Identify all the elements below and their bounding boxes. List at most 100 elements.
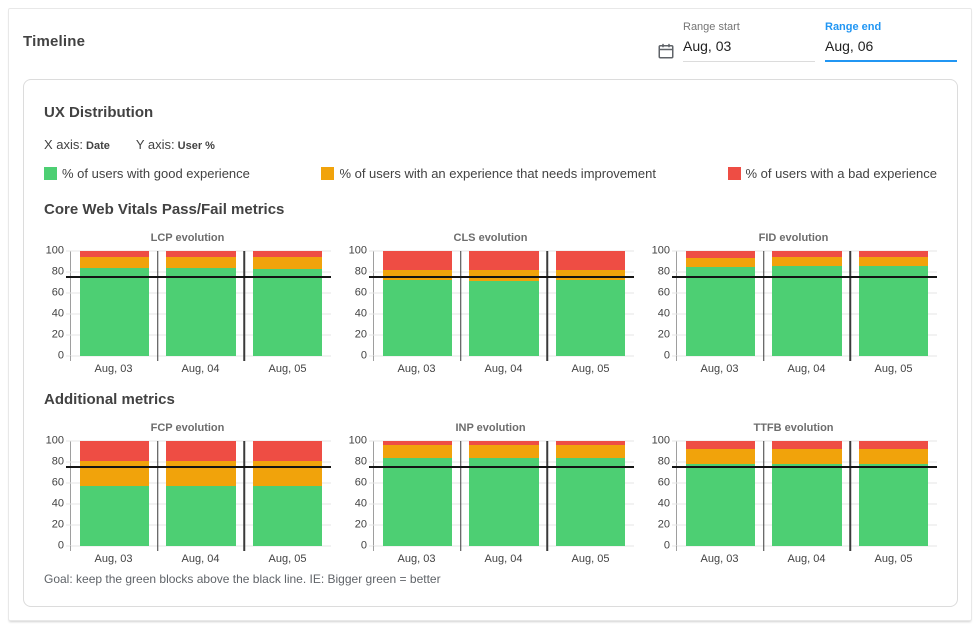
axis-info: X axis: Date Y axis: User %: [44, 137, 937, 152]
y-tick-label: 0: [57, 539, 64, 552]
x-axis-labels: Aug, 03 Aug, 04 Aug, 05: [373, 363, 634, 375]
bar-segment: [253, 257, 323, 269]
y-tick-label: 100: [348, 244, 367, 257]
range-start-input[interactable]: Aug, 03: [683, 38, 815, 62]
bar-segment: [79, 251, 149, 258]
plot: [672, 250, 937, 361]
bar-slot: [158, 251, 245, 356]
bar-segment: [382, 445, 452, 458]
fcp-evolution-chart: FCP evolution 0 20 40 60 80 100 Aug, 03 Aug, 0…: [44, 422, 331, 565]
stacked-bar: [859, 251, 929, 356]
category-divider: [546, 251, 549, 361]
y-tick-label: 20: [657, 518, 670, 531]
y-tick-label: 100: [45, 244, 64, 257]
legend-item-good: % of users with good experience: [44, 166, 250, 181]
x-category-label: Aug, 03: [700, 553, 739, 565]
x-category-label: Aug, 03: [397, 363, 436, 375]
x-category-label: Aug, 05: [874, 553, 913, 565]
y-tick-label: 80: [51, 455, 64, 468]
bar-segment: [382, 441, 452, 446]
x-category-label: Aug, 04: [484, 363, 523, 375]
y-axis: 0 20 40 60 80 100: [347, 435, 373, 551]
bar-segment: [382, 251, 452, 270]
bar-slot: [71, 441, 158, 546]
y-tick-label: 20: [657, 328, 670, 341]
x-axis-value: Date: [86, 140, 110, 152]
y-axis: 0 20 40 60 80 100: [650, 245, 676, 361]
y-tick-label: 40: [51, 497, 64, 510]
range-fields: Range start Aug, 03 Range end Aug, 06: [657, 21, 959, 65]
y-tick-label: 60: [51, 286, 64, 299]
legend-label-needs-improvement: % of users with an experience that needs…: [339, 166, 656, 181]
y-axis: 0 20 40 60 80 100: [650, 435, 676, 551]
plot: [369, 440, 634, 551]
stacked-bar: [166, 441, 236, 546]
range-start-label: Range start: [683, 21, 740, 33]
plot-area: [374, 441, 634, 546]
category-divider: [243, 441, 246, 551]
bar-segment: [382, 269, 452, 281]
bar-segment: [79, 460, 149, 487]
range-start-field[interactable]: Range start Aug, 03: [683, 21, 815, 62]
x-axis-labels: Aug, 03 Aug, 04 Aug, 05: [676, 363, 937, 375]
y-axis-value: User %: [177, 140, 215, 152]
y-tick-label: 60: [354, 286, 367, 299]
bar-segment: [685, 266, 755, 356]
range-end-field[interactable]: Range end Aug, 06: [825, 21, 957, 62]
bar-segment: [556, 269, 626, 281]
bar-slot: [547, 441, 634, 546]
bar-segment: [469, 441, 539, 446]
gridline: [672, 545, 937, 547]
bar-segment: [469, 269, 539, 282]
plot: [66, 440, 331, 551]
x-category-label: Aug, 03: [94, 363, 133, 375]
stacked-bar: [469, 251, 539, 356]
y-tick-label: 80: [657, 265, 670, 278]
bar-segment: [772, 449, 842, 465]
inp-chart-title: INP evolution: [455, 422, 526, 434]
y-tick-label: 20: [354, 518, 367, 531]
bar-segment: [859, 257, 929, 266]
range-end-input[interactable]: Aug, 06: [825, 38, 957, 62]
calendar-icon[interactable]: [657, 42, 675, 65]
y-tick-label: 100: [45, 434, 64, 447]
stacked-bar: [79, 441, 149, 546]
x-category-label: Aug, 03: [397, 553, 436, 565]
gridline: [66, 355, 331, 357]
threshold-line: [66, 465, 331, 469]
stacked-bar: [685, 441, 755, 546]
bar-slot: [158, 441, 245, 546]
y-tick-label: 40: [354, 497, 367, 510]
bar-segment: [685, 441, 755, 450]
plot-area: [71, 441, 331, 546]
bar-slot: [850, 251, 937, 356]
good-experience-swatch-icon: [44, 167, 57, 180]
fcp-chart-title: FCP evolution: [150, 422, 225, 434]
plot: [66, 250, 331, 361]
stacked-bar: [772, 441, 842, 546]
stacked-bar: [382, 441, 452, 546]
x-category-label: Aug, 04: [787, 363, 826, 375]
cls-evolution-chart: CLS evolution 0 20 40 60 80 100 Aug, 03 Aug, 0…: [347, 232, 634, 375]
bar-slot: [547, 251, 634, 356]
bar-slot: [71, 251, 158, 356]
bar-segment: [166, 441, 236, 461]
core-web-vitals-title: Core Web Vitals Pass/Fail metrics: [44, 201, 285, 218]
x-category-label: Aug, 05: [571, 553, 610, 565]
bar-segment: [253, 268, 323, 356]
bar-slot: [677, 441, 764, 546]
bar-segment: [382, 457, 452, 546]
bar-segment: [253, 486, 323, 546]
ttfb-chart-title: TTFB evolution: [753, 422, 834, 434]
bar-segment: [772, 257, 842, 266]
stacked-bar: [253, 251, 323, 356]
lcp-chart-title: LCP evolution: [150, 232, 225, 244]
category-divider: [243, 251, 246, 361]
x-axis-info: X axis: Date: [44, 137, 110, 152]
y-tick-label: 40: [657, 497, 670, 510]
x-category-label: Aug, 04: [787, 553, 826, 565]
bar-slot: [244, 251, 331, 356]
bar-segment: [556, 251, 626, 270]
category-divider: [156, 251, 159, 361]
bar-segment: [685, 251, 755, 259]
